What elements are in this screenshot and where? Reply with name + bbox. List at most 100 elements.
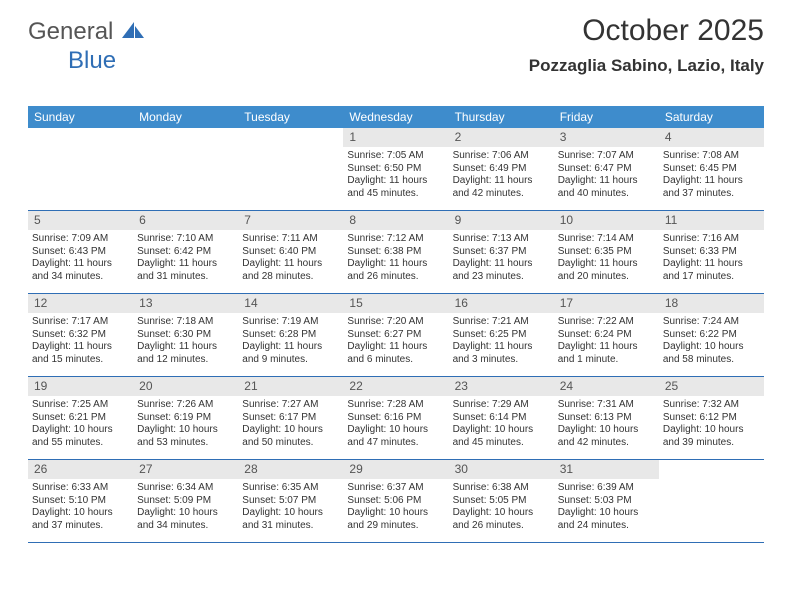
day-cell: 11 Sunrise: 7:16 AM Sunset: 6:33 PM Dayli…: [659, 211, 764, 293]
day-cell: 7 Sunrise: 7:11 AM Sunset: 6:40 PM Daylig…: [238, 211, 343, 293]
day-info: Sunrise: 7:25 AM Sunset: 6:21 PM Dayligh…: [32, 399, 129, 449]
day-number: 11: [659, 211, 764, 230]
day-cell: 2 Sunrise: 7:06 AM Sunset: 6:49 PM Daylig…: [449, 128, 554, 210]
day-number: 23: [449, 377, 554, 396]
day-number: 17: [554, 294, 659, 313]
day-info: Sunrise: 7:08 AM Sunset: 6:45 PM Dayligh…: [663, 150, 760, 200]
day-number: 4: [659, 128, 764, 147]
day-cell: 5 Sunrise: 7:09 AM Sunset: 6:43 PM Daylig…: [28, 211, 133, 293]
day-cell: 13Sunrise: 7:18 AM Sunset: 6:30 PM Dayli…: [133, 294, 238, 376]
day-cell: [133, 128, 238, 210]
location-text: Pozzaglia Sabino, Lazio, Italy: [529, 56, 764, 76]
day-info: Sunrise: 6:35 AM Sunset: 5:07 PM Dayligh…: [242, 482, 339, 532]
day-number: 22: [343, 377, 448, 396]
day-info: Sunrise: 7:14 AM Sunset: 6:35 PM Dayligh…: [558, 233, 655, 283]
day-header-sunday: Sunday: [28, 106, 133, 128]
day-number: 26: [28, 460, 133, 479]
day-info: Sunrise: 7:05 AM Sunset: 6:50 PM Dayligh…: [347, 150, 444, 200]
day-number: 29: [343, 460, 448, 479]
day-number: 5: [28, 211, 133, 230]
sail-icon: [122, 19, 144, 47]
weeks-container: 1Sunrise: 7:05 AM Sunset: 6:50 PM Daylig…: [28, 128, 764, 543]
brand-part1: General: [28, 18, 113, 45]
day-info: Sunrise: 7:28 AM Sunset: 6:16 PM Dayligh…: [347, 399, 444, 449]
day-info: Sunrise: 7:27 AM Sunset: 6:17 PM Dayligh…: [242, 399, 339, 449]
calendar-grid: SundayMondayTuesdayWednesdayThursdayFrid…: [28, 106, 764, 543]
day-header-wednesday: Wednesday: [343, 106, 448, 128]
day-info: Sunrise: 7:12 AM Sunset: 6:38 PM Dayligh…: [347, 233, 444, 283]
day-info: Sunrise: 7:17 AM Sunset: 6:32 PM Dayligh…: [32, 316, 129, 366]
day-info: Sunrise: 7:31 AM Sunset: 6:13 PM Dayligh…: [558, 399, 655, 449]
day-cell: 12 Sunrise: 7:17 AM Sunset: 6:32 PM Dayli…: [28, 294, 133, 376]
day-header-friday: Friday: [554, 106, 659, 128]
day-cell: 24 Sunrise: 7:31 AM Sunset: 6:13 PM Dayli…: [554, 377, 659, 459]
day-info: Sunrise: 7:10 AM Sunset: 6:42 PM Dayligh…: [137, 233, 234, 283]
day-cell: 6 Sunrise: 7:10 AM Sunset: 6:42 PM Daylig…: [133, 211, 238, 293]
day-header-row: SundayMondayTuesdayWednesdayThursdayFrid…: [28, 106, 764, 128]
day-cell: 23Sunrise: 7:29 AM Sunset: 6:14 PM Dayli…: [449, 377, 554, 459]
month-title: October 2025: [529, 14, 764, 48]
week-row: 5 Sunrise: 7:09 AM Sunset: 6:43 PM Daylig…: [28, 211, 764, 294]
day-header-thursday: Thursday: [449, 106, 554, 128]
day-cell: 20 Sunrise: 7:26 AM Sunset: 6:19 PM Dayli…: [133, 377, 238, 459]
day-cell: 25Sunrise: 7:32 AM Sunset: 6:12 PM Dayli…: [659, 377, 764, 459]
day-number: 24: [554, 377, 659, 396]
day-info: Sunrise: 6:33 AM Sunset: 5:10 PM Dayligh…: [32, 482, 129, 532]
day-number: 30: [449, 460, 554, 479]
day-info: Sunrise: 7:24 AM Sunset: 6:22 PM Dayligh…: [663, 316, 760, 366]
day-cell: 28 Sunrise: 6:35 AM Sunset: 5:07 PM Dayli…: [238, 460, 343, 542]
week-row: 26 Sunrise: 6:33 AM Sunset: 5:10 PM Dayli…: [28, 460, 764, 543]
day-info: Sunrise: 7:26 AM Sunset: 6:19 PM Dayligh…: [137, 399, 234, 449]
day-cell: 21Sunrise: 7:27 AM Sunset: 6:17 PM Dayli…: [238, 377, 343, 459]
day-number: 13: [133, 294, 238, 313]
week-row: 1Sunrise: 7:05 AM Sunset: 6:50 PM Daylig…: [28, 128, 764, 211]
day-number: 8: [343, 211, 448, 230]
day-cell: 19 Sunrise: 7:25 AM Sunset: 6:21 PM Dayli…: [28, 377, 133, 459]
day-info: Sunrise: 7:16 AM Sunset: 6:33 PM Dayligh…: [663, 233, 760, 283]
day-cell: [238, 128, 343, 210]
day-cell: [659, 460, 764, 542]
day-cell: 15Sunrise: 7:20 AM Sunset: 6:27 PM Dayli…: [343, 294, 448, 376]
brand-logo: General Blue: [28, 18, 144, 75]
day-info: Sunrise: 7:06 AM Sunset: 6:49 PM Dayligh…: [453, 150, 550, 200]
day-header-saturday: Saturday: [659, 106, 764, 128]
day-number: 2: [449, 128, 554, 147]
day-cell: 22 Sunrise: 7:28 AM Sunset: 6:16 PM Dayli…: [343, 377, 448, 459]
day-number: 3: [554, 128, 659, 147]
day-cell: 27 Sunrise: 6:34 AM Sunset: 5:09 PM Dayli…: [133, 460, 238, 542]
day-info: Sunrise: 6:39 AM Sunset: 5:03 PM Dayligh…: [558, 482, 655, 532]
day-cell: 3Sunrise: 7:07 AM Sunset: 6:47 PM Daylig…: [554, 128, 659, 210]
brand-part2: Blue: [68, 47, 116, 74]
day-number: 18: [659, 294, 764, 313]
day-cell: [28, 128, 133, 210]
day-cell: 9Sunrise: 7:13 AM Sunset: 6:37 PM Daylig…: [449, 211, 554, 293]
day-number: 31: [554, 460, 659, 479]
day-cell: 29Sunrise: 6:37 AM Sunset: 5:06 PM Dayli…: [343, 460, 448, 542]
day-header-monday: Monday: [133, 106, 238, 128]
header-right: October 2025 Pozzaglia Sabino, Lazio, It…: [529, 14, 764, 76]
day-info: Sunrise: 7:11 AM Sunset: 6:40 PM Dayligh…: [242, 233, 339, 283]
day-number: 20: [133, 377, 238, 396]
day-number: 6: [133, 211, 238, 230]
day-number: 12: [28, 294, 133, 313]
day-number: 10: [554, 211, 659, 230]
week-row: 12 Sunrise: 7:17 AM Sunset: 6:32 PM Dayli…: [28, 294, 764, 377]
day-header-tuesday: Tuesday: [238, 106, 343, 128]
day-cell: 8 Sunrise: 7:12 AM Sunset: 6:38 PM Daylig…: [343, 211, 448, 293]
day-number: 25: [659, 377, 764, 396]
day-number: 7: [238, 211, 343, 230]
day-number: 28: [238, 460, 343, 479]
day-cell: 18 Sunrise: 7:24 AM Sunset: 6:22 PM Dayli…: [659, 294, 764, 376]
day-cell: 16Sunrise: 7:21 AM Sunset: 6:25 PM Dayli…: [449, 294, 554, 376]
day-info: Sunrise: 6:34 AM Sunset: 5:09 PM Dayligh…: [137, 482, 234, 532]
day-cell: 26 Sunrise: 6:33 AM Sunset: 5:10 PM Dayli…: [28, 460, 133, 542]
day-number: 16: [449, 294, 554, 313]
day-number: 27: [133, 460, 238, 479]
day-info: Sunrise: 7:09 AM Sunset: 6:43 PM Dayligh…: [32, 233, 129, 283]
day-info: Sunrise: 7:20 AM Sunset: 6:27 PM Dayligh…: [347, 316, 444, 366]
day-info: Sunrise: 7:19 AM Sunset: 6:28 PM Dayligh…: [242, 316, 339, 366]
day-info: Sunrise: 7:13 AM Sunset: 6:37 PM Dayligh…: [453, 233, 550, 283]
day-cell: 14Sunrise: 7:19 AM Sunset: 6:28 PM Dayli…: [238, 294, 343, 376]
day-number: 19: [28, 377, 133, 396]
day-cell: 4 Sunrise: 7:08 AM Sunset: 6:45 PM Daylig…: [659, 128, 764, 210]
